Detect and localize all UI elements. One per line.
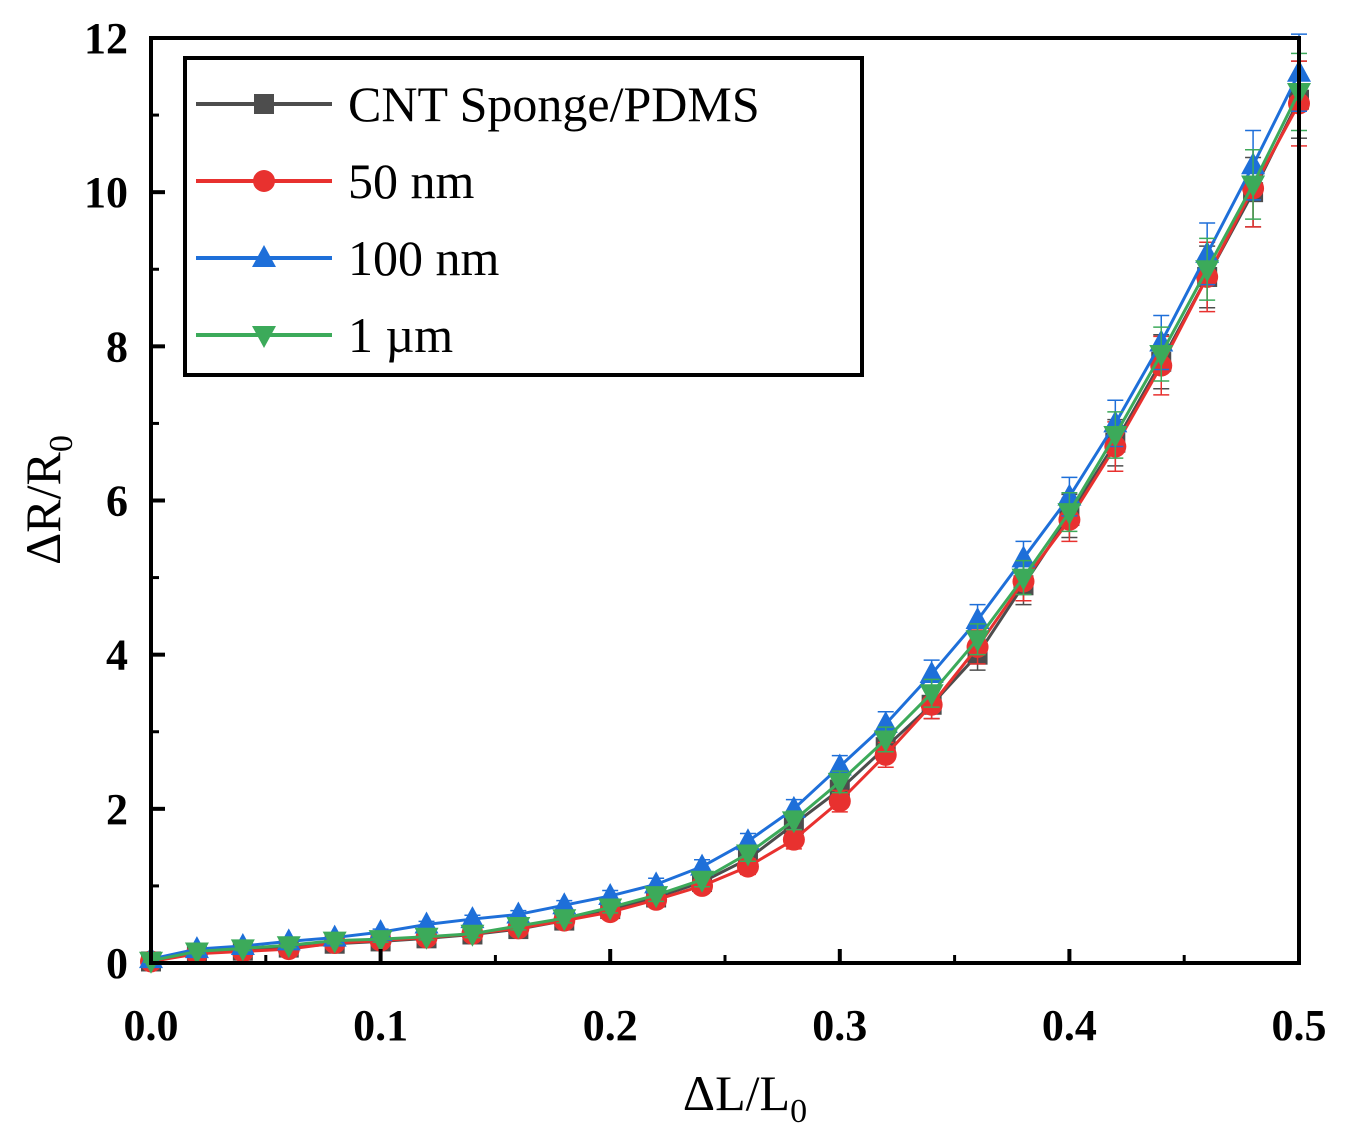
legend: CNT Sponge/PDMS 50 nm 100 nm 1 µm	[183, 56, 864, 377]
data-point	[828, 790, 851, 813]
data-point	[1241, 175, 1266, 198]
data-point	[184, 942, 209, 965]
y-tick-label: 2	[106, 785, 128, 834]
data-point	[874, 743, 897, 766]
x-tick-label: 0.5	[1272, 1001, 1327, 1050]
y-axis-title-main: ΔR/R	[15, 451, 71, 564]
data-point	[230, 939, 255, 962]
x-axis-title-main: ΔL/L	[683, 1065, 790, 1121]
x-tick-label: 0.4	[1042, 1001, 1097, 1050]
data-point	[368, 930, 393, 953]
x-axis-title-sub: 0	[790, 1093, 807, 1130]
x-axis-title: ΔL/L0	[683, 1065, 807, 1130]
y-axis-title-sub: 0	[43, 435, 80, 452]
series-group	[139, 52, 1311, 974]
legend-label: 1 µm	[348, 307, 453, 363]
legend-marker	[252, 245, 276, 267]
data-point	[552, 909, 577, 932]
series-layer	[139, 33, 1311, 974]
data-point	[827, 772, 852, 795]
x-tick-label: 0.2	[583, 1001, 638, 1050]
legend-marker	[254, 94, 274, 114]
data-point	[827, 753, 852, 776]
legend-label: CNT Sponge/PDMS	[348, 76, 760, 132]
data-point	[598, 898, 623, 921]
data-point	[690, 853, 715, 876]
data-point	[644, 886, 669, 909]
data-point	[322, 931, 347, 954]
x-axis-ticks: 0.0 0.1 0.2 0.3 0.4 0.5	[124, 949, 1327, 1050]
y-tick-label: 6	[106, 477, 128, 526]
data-point	[919, 660, 944, 683]
y-tick-label: 0	[106, 939, 128, 988]
data-point	[919, 684, 944, 707]
series-line	[150, 91, 1301, 963]
data-point	[1011, 545, 1036, 568]
data-point	[873, 730, 898, 753]
x-tick-label: 0.0	[124, 1001, 179, 1050]
data-point	[414, 927, 439, 950]
data-point	[506, 917, 531, 939]
data-point	[460, 924, 485, 947]
y-tick-label: 12	[84, 14, 128, 63]
y-axis-title: ΔR/R0	[15, 435, 80, 565]
data-point	[735, 844, 760, 867]
data-point	[1057, 503, 1082, 526]
legend-marker	[252, 326, 276, 348]
data-point	[782, 828, 805, 851]
y-tick-label: 8	[106, 322, 128, 371]
data-point	[1011, 568, 1036, 591]
legend-label: 100 nm	[348, 230, 500, 286]
data-point	[781, 811, 806, 834]
data-point	[1195, 260, 1220, 283]
y-tick-label: 4	[106, 631, 128, 680]
legend-label: 50 nm	[348, 153, 475, 209]
y-axis-ticks: 0 2 4 6 8 10 12	[84, 14, 165, 988]
data-point	[1149, 345, 1174, 368]
y-tick-label: 10	[84, 168, 128, 217]
data-point	[690, 870, 715, 893]
legend-box	[183, 56, 864, 377]
data-point	[276, 936, 301, 959]
data-point	[460, 906, 485, 929]
data-point	[965, 630, 990, 653]
x-tick-label: 0.1	[353, 1001, 408, 1050]
data-point	[552, 892, 577, 915]
data-point	[1103, 425, 1128, 448]
x-tick-label: 0.3	[812, 1001, 867, 1050]
legend-marker	[253, 170, 275, 192]
